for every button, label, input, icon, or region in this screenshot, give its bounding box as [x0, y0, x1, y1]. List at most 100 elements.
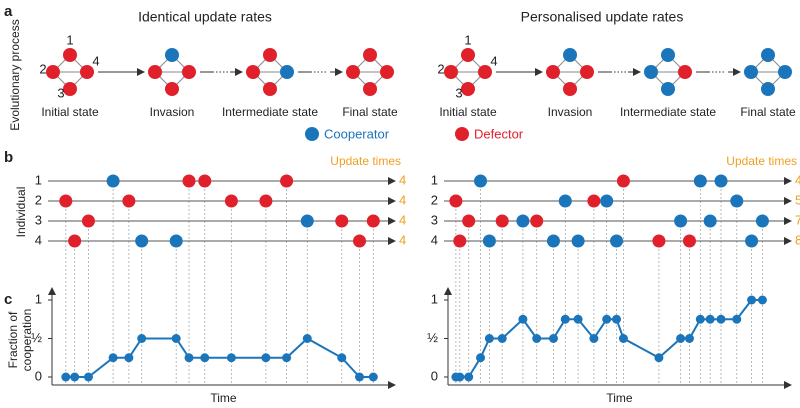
- fraction-point: [171, 334, 181, 343]
- fraction-point: [676, 334, 686, 343]
- fraction-point: [200, 353, 210, 363]
- update-event: [546, 234, 560, 248]
- individual-label: 2: [431, 192, 438, 207]
- update-event: [335, 214, 349, 228]
- update-count: 4: [399, 212, 406, 227]
- state-label: Initial state: [41, 105, 99, 119]
- update-event: [482, 234, 496, 248]
- fraction-point: [732, 314, 742, 324]
- network-node: [346, 65, 360, 79]
- fraction-point: [602, 314, 612, 324]
- axis-label: cooperation: [20, 309, 34, 372]
- y-tick-label: ½: [427, 330, 438, 345]
- network-node: [444, 65, 458, 79]
- update-event: [745, 234, 759, 248]
- update-event: [106, 174, 120, 188]
- individual-label: 1: [35, 172, 42, 187]
- network-node: [563, 82, 577, 96]
- axis-label: Evolutionary process: [8, 19, 22, 130]
- update-event: [682, 234, 696, 248]
- fraction-point: [548, 334, 558, 343]
- update-event: [703, 214, 717, 228]
- axis-label: Individual: [14, 187, 28, 238]
- fraction-point: [261, 353, 271, 363]
- fraction-point: [654, 353, 664, 363]
- fraction-point: [497, 334, 507, 343]
- fraction-point: [618, 334, 628, 343]
- y-tick-label: 1: [35, 291, 42, 306]
- network-node: [148, 65, 162, 79]
- update-event: [198, 174, 212, 188]
- update-count: 4: [399, 232, 406, 247]
- update-event: [462, 214, 476, 228]
- update-event: [353, 234, 367, 248]
- individual-label: 2: [35, 192, 42, 207]
- update-event: [616, 174, 630, 188]
- fraction-point: [757, 295, 767, 305]
- fraction-point: [282, 353, 292, 363]
- fraction-point: [455, 372, 465, 382]
- update-event: [755, 214, 769, 228]
- network-node: [546, 65, 560, 79]
- fraction-point: [124, 353, 134, 363]
- fraction-point: [368, 372, 378, 382]
- update-event: [300, 214, 314, 228]
- update-event: [558, 194, 572, 208]
- fraction-point: [716, 314, 726, 324]
- panel-title: Personalised update rates: [521, 9, 684, 25]
- update-event: [474, 174, 488, 188]
- fraction-point: [705, 314, 715, 324]
- network-node: [678, 65, 692, 79]
- fraction-point: [684, 334, 694, 343]
- update-event: [516, 214, 530, 228]
- individual-label: 3: [35, 212, 42, 227]
- state-label: Final state: [740, 105, 796, 119]
- update-event: [652, 234, 666, 248]
- network-node: [478, 65, 492, 79]
- panel-label: c: [4, 291, 12, 308]
- legend-label: Cooperator: [324, 126, 390, 141]
- network-node: [580, 65, 594, 79]
- node-label: 3: [455, 85, 462, 100]
- node-label: 1: [66, 32, 73, 47]
- y-tick-label: 1: [431, 291, 438, 306]
- panel-title: Identical update rates: [138, 9, 272, 25]
- update-event: [224, 194, 238, 208]
- fraction-point: [355, 372, 365, 382]
- state-label: Initial state: [439, 105, 497, 119]
- update-event: [530, 214, 544, 228]
- update-times-label: Update times: [330, 154, 401, 168]
- update-event: [495, 214, 509, 228]
- update-count: 7: [795, 212, 800, 227]
- network-node: [63, 48, 77, 62]
- node-label: 2: [437, 61, 444, 76]
- fraction-point: [184, 353, 194, 363]
- fraction-point: [226, 353, 236, 363]
- update-event: [449, 194, 463, 208]
- individual-label: 4: [431, 232, 438, 247]
- fraction-point: [302, 334, 312, 343]
- network-node: [461, 82, 475, 96]
- update-event: [693, 174, 707, 188]
- update-event: [600, 194, 614, 208]
- update-event: [674, 214, 688, 228]
- node-label: 1: [464, 32, 471, 47]
- update-event: [730, 194, 744, 208]
- network-node: [80, 65, 94, 79]
- network-node: [380, 65, 394, 79]
- update-event: [610, 234, 624, 248]
- fraction-point: [61, 372, 71, 382]
- state-label: Invasion: [548, 105, 593, 119]
- update-event: [81, 214, 95, 228]
- node-label: 2: [39, 61, 46, 76]
- fraction-point: [573, 314, 583, 324]
- network-node: [363, 82, 377, 96]
- fraction-point: [560, 314, 570, 324]
- update-event: [259, 194, 273, 208]
- fraction-point: [518, 314, 528, 324]
- update-times-label: Update times: [726, 154, 797, 168]
- fraction-point: [747, 295, 757, 305]
- update-event: [135, 234, 149, 248]
- network-node: [761, 82, 775, 96]
- update-event: [280, 174, 294, 188]
